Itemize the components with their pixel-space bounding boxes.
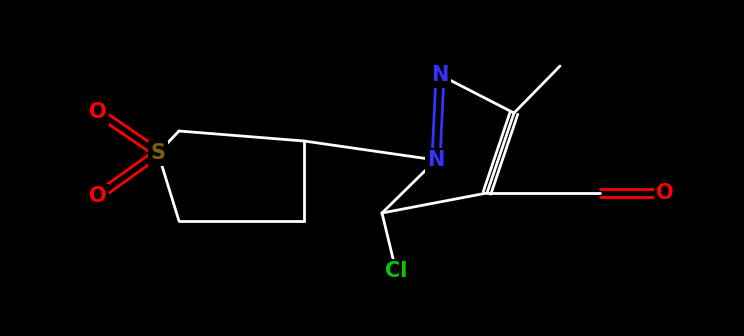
Text: N: N [427,150,445,170]
Text: S: S [150,143,165,163]
Text: N: N [432,65,449,85]
Text: Cl: Cl [385,261,407,281]
Text: O: O [89,102,107,122]
Text: O: O [656,183,674,203]
Text: O: O [89,186,107,206]
